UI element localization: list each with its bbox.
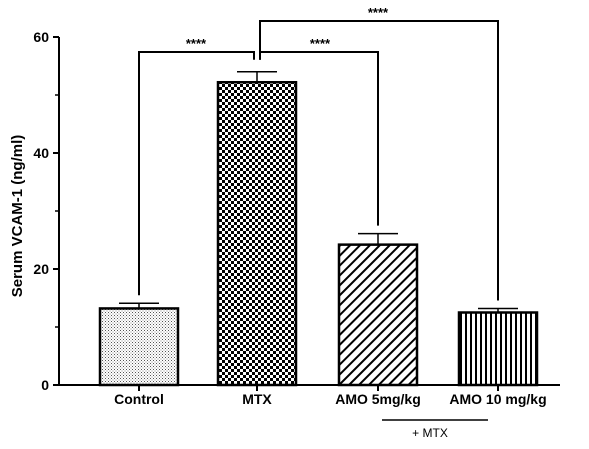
significance-label: **** [310,36,331,51]
x-tick-label: AMO 10 mg/kg [449,391,546,407]
y-tick-label: 40 [33,145,49,161]
significance-bracket [259,20,499,301]
bar-amo-5mg-kg [337,243,419,387]
significance-label: **** [368,5,389,20]
bar-amo-10-mg-kg [457,311,539,387]
bar-control [98,307,180,387]
group-label: + MTX [412,426,448,440]
x-tick-label: AMO 5mg/kg [335,391,421,407]
y-axis-label: Serum VCAM-1 (ng/ml) [9,135,26,298]
y-tick-label: 20 [33,261,49,277]
y-tick-label: 60 [33,29,49,45]
y-tick-label: 0 [41,377,49,393]
significance-bracket [138,51,255,296]
bar-mtx [216,80,298,387]
significance-label: **** [186,36,207,51]
x-tick-label: MTX [242,391,272,407]
x-tick-label: Control [114,391,164,407]
